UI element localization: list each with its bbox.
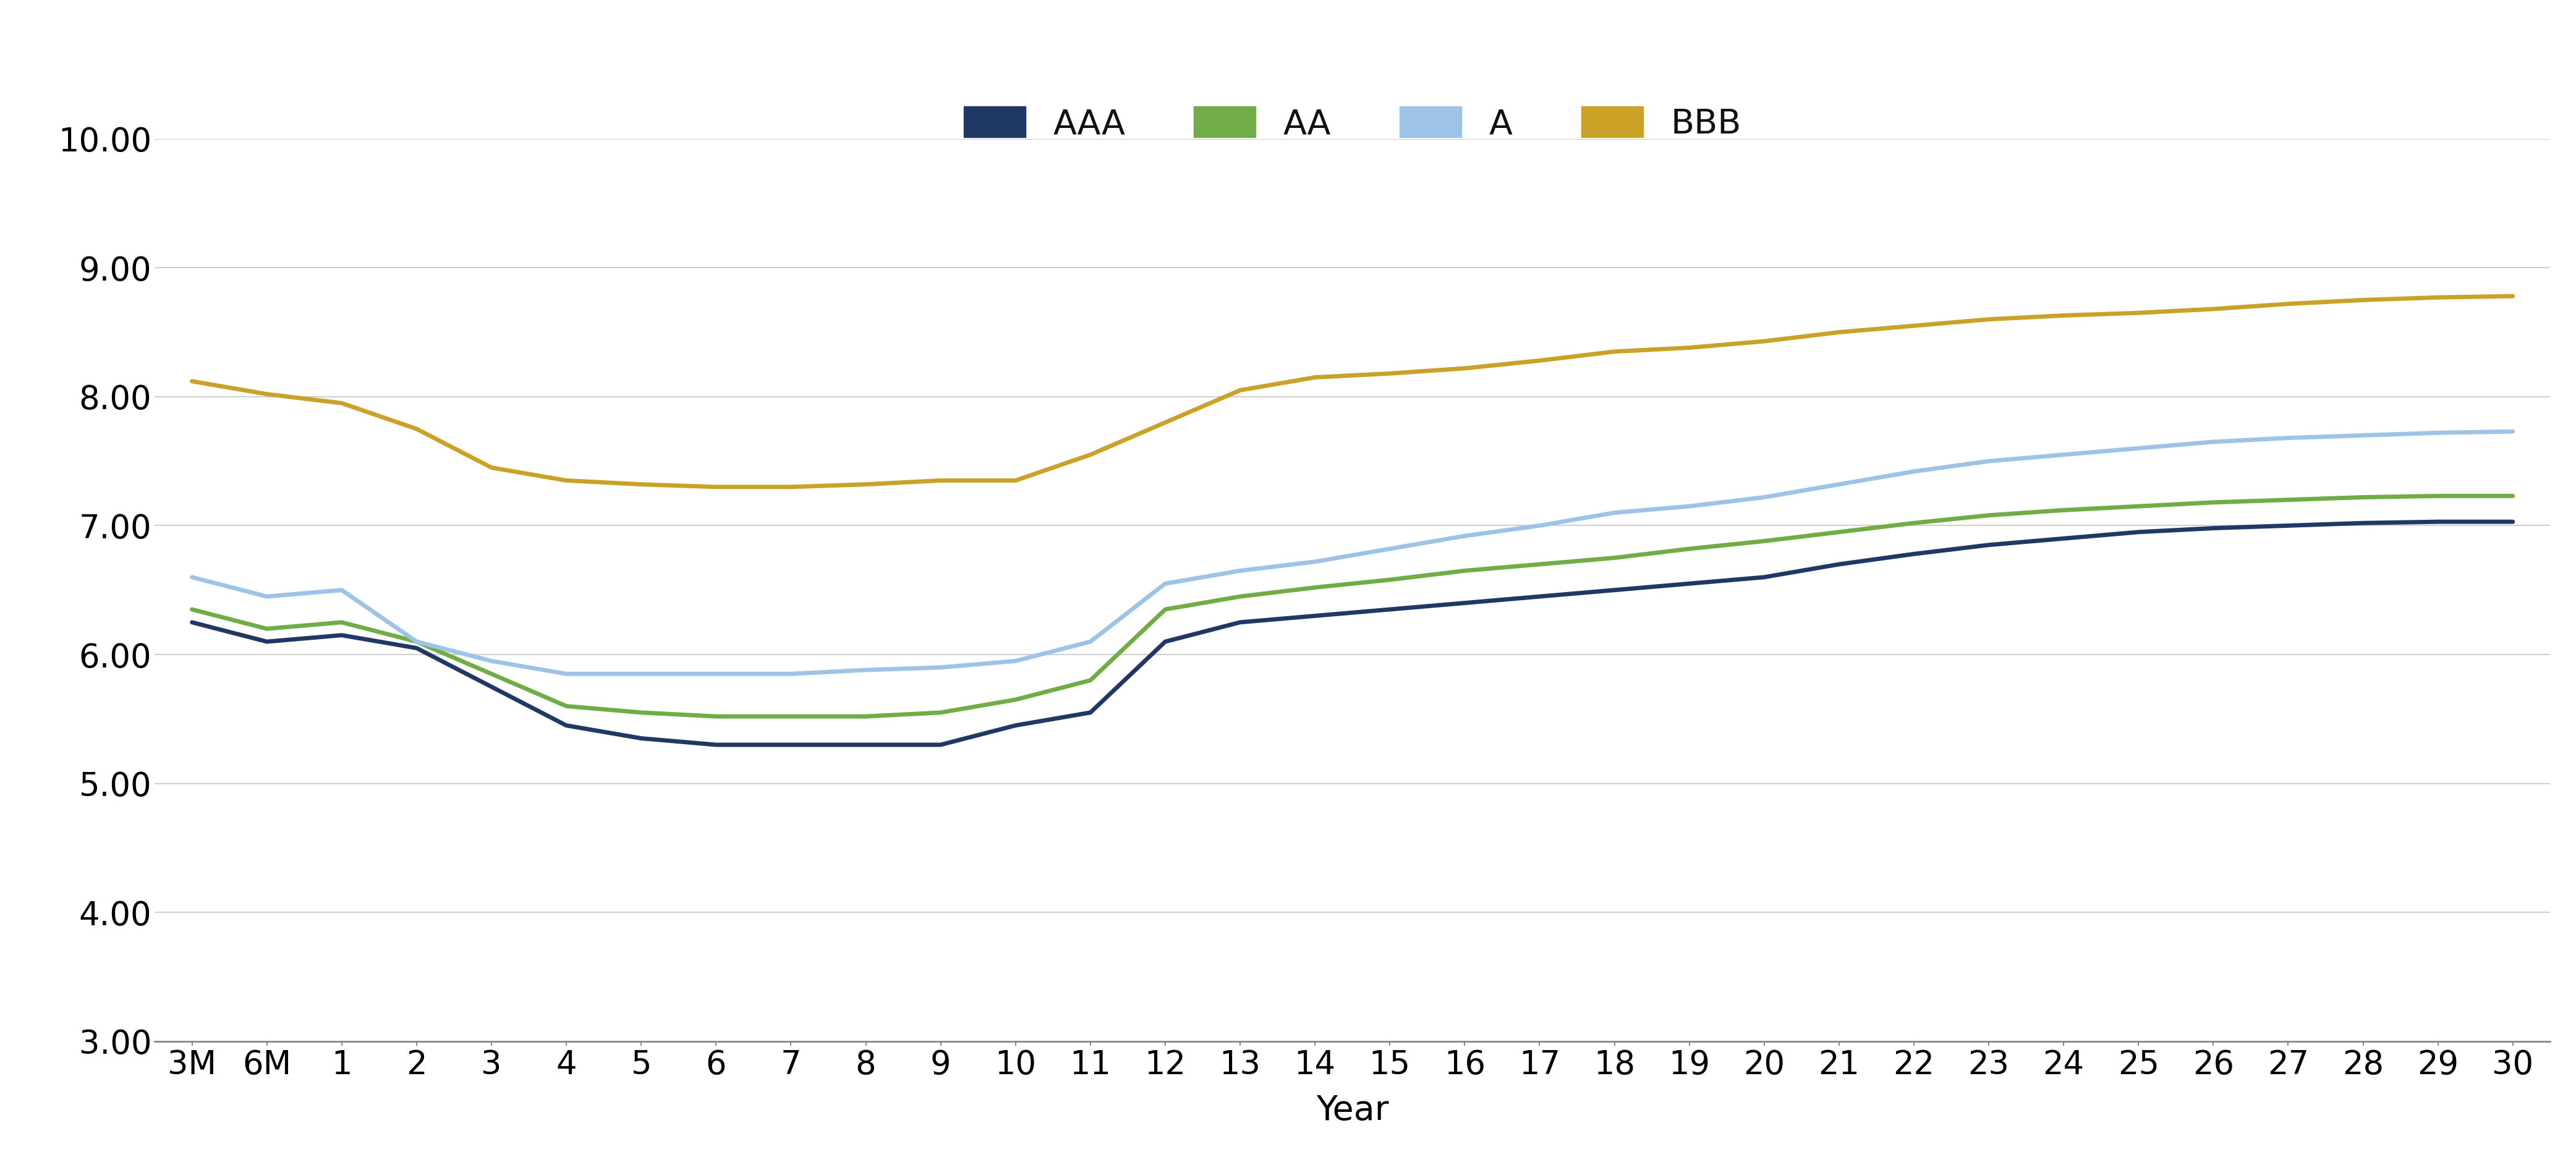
- Legend: AAA, AA, A, BBB: AAA, AA, A, BBB: [951, 93, 1754, 155]
- X-axis label: Year: Year: [1316, 1093, 1388, 1127]
